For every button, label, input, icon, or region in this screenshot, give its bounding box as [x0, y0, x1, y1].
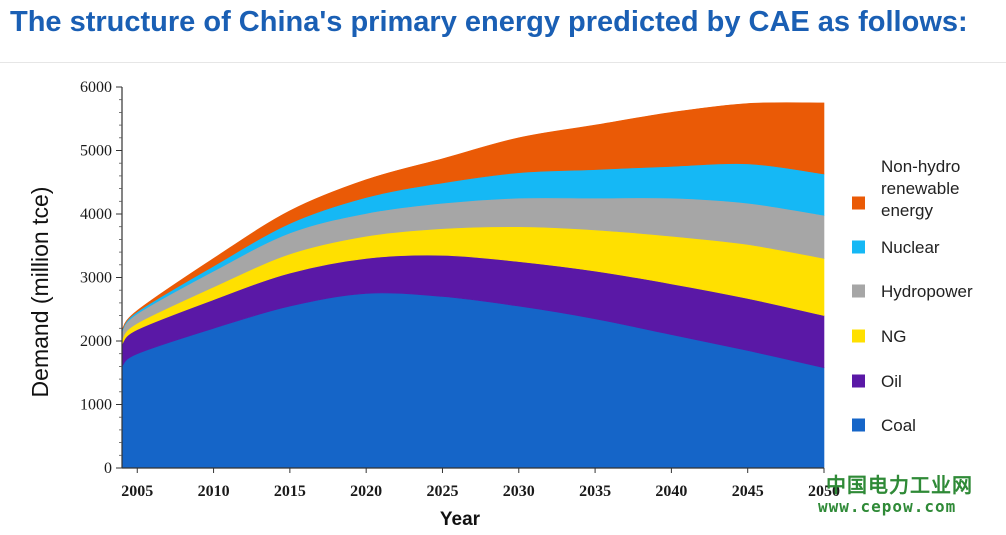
x-tick-label: 2005 — [121, 483, 153, 500]
watermark-site-name: 中国电力工业网 — [826, 473, 973, 497]
y-tick-label: 1000 — [80, 397, 112, 414]
legend-swatch — [852, 418, 865, 432]
watermark-site-url: www.cepow.com — [818, 497, 957, 516]
legend-swatch — [852, 284, 865, 298]
axes: 0 1000 2000 3000 4000 5000 6000 2005 2010 2015 202… — [80, 79, 840, 500]
legend-swatch — [852, 196, 865, 210]
legend-swatch — [852, 329, 865, 343]
y-tick-label: 4000 — [80, 206, 112, 223]
legend-item-non-hydro-renewable-energy: Non-hydro renewable energy — [852, 157, 960, 220]
legend-item-oil: Oil — [852, 372, 902, 391]
x-tick-label: 2040 — [655, 483, 687, 500]
y-axis-title: Demand (million tce) — [27, 187, 53, 398]
y-tick-label: 6000 — [80, 79, 112, 96]
legend-label: Coal — [881, 416, 916, 435]
x-tick-label: 2045 — [732, 483, 764, 500]
legend-swatch — [852, 374, 865, 388]
legend-label: Hydropower — [881, 282, 973, 301]
page-title: The structure of China's primary energy … — [10, 6, 968, 38]
y-tick-label: 3000 — [80, 270, 112, 287]
legend-item-ng: NG — [852, 327, 907, 346]
legend-item-nuclear: Nuclear — [852, 238, 940, 257]
x-tick-label: 2035 — [579, 483, 611, 500]
x-tick-label: 2020 — [350, 483, 382, 500]
legend-label: Nuclear — [881, 238, 940, 257]
area-series-non-hydro-renewable-energy — [121, 102, 825, 332]
area-layers — [121, 102, 825, 469]
x-axis-title: Year — [440, 509, 481, 530]
legend-label: Oil — [881, 372, 902, 391]
x-tick-label: 2025 — [426, 483, 458, 500]
legend: Non-hydro renewable energy Nuclear Hydropowe… — [852, 157, 973, 435]
x-tick-label: 2030 — [503, 483, 535, 500]
x-tick-label: 2050 — [808, 483, 840, 500]
legend-item-hydropower: Hydropower — [852, 282, 973, 301]
legend-item-coal: Coal — [852, 416, 916, 435]
y-tick-label: 0 — [104, 460, 112, 477]
y-tick-label: 5000 — [80, 143, 112, 160]
legend-swatch — [852, 240, 865, 254]
legend-label: Non-hydro renewable energy — [881, 157, 960, 220]
x-tick-label: 2015 — [274, 483, 306, 500]
legend-label: NG — [881, 327, 907, 346]
title-divider — [0, 62, 1006, 63]
y-tick-label: 2000 — [80, 333, 112, 350]
x-tick-label: 2010 — [198, 483, 230, 500]
